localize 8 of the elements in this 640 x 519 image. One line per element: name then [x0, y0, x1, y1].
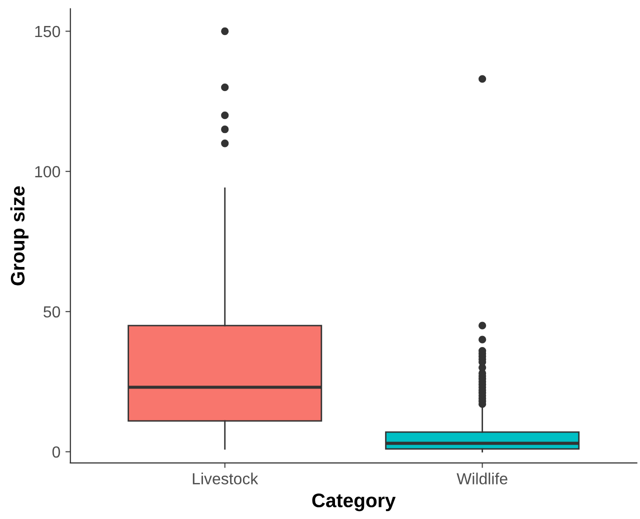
y-tick-label: 150: [35, 26, 60, 38]
x-tick-label: Wildlife: [456, 472, 508, 484]
x-tick-label: Livestock: [192, 472, 258, 484]
y-tick-label: 50: [44, 306, 60, 318]
y-axis-title: Group size: [10, 186, 28, 286]
y-tick-label: 0: [52, 446, 60, 458]
x-axis-title: Category: [312, 494, 396, 512]
y-tick-label: 100: [35, 166, 60, 178]
